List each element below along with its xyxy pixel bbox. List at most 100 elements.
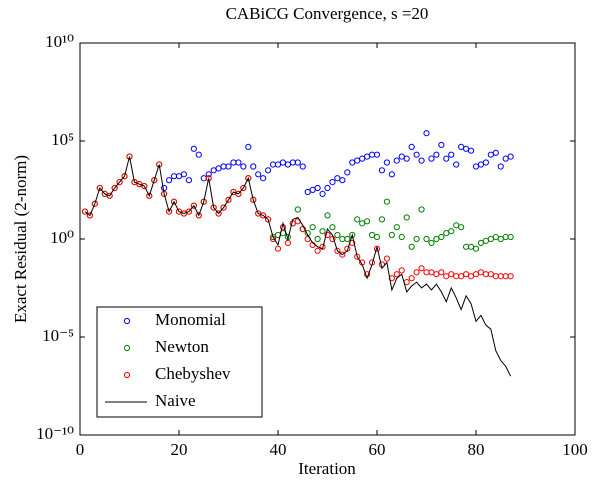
data-point bbox=[205, 171, 212, 178]
data-point bbox=[334, 175, 341, 182]
data-point bbox=[477, 161, 485, 168]
data-point bbox=[458, 273, 465, 280]
legend-label: Newton bbox=[155, 337, 209, 356]
data-point bbox=[250, 196, 257, 203]
data-point bbox=[438, 141, 445, 149]
data-point bbox=[111, 184, 118, 192]
data-point bbox=[443, 229, 450, 237]
data-point bbox=[279, 159, 287, 166]
x-tick-label: 0 bbox=[76, 440, 85, 459]
data-point bbox=[294, 206, 301, 213]
data-point bbox=[443, 155, 450, 162]
data-point bbox=[284, 161, 291, 168]
data-point bbox=[492, 273, 499, 280]
data-point bbox=[170, 198, 178, 205]
data-point bbox=[458, 224, 465, 231]
data-point bbox=[497, 235, 504, 243]
data-point bbox=[175, 173, 183, 180]
data-point bbox=[230, 159, 237, 166]
data-point bbox=[393, 224, 400, 231]
data-point bbox=[487, 271, 494, 278]
data-point bbox=[210, 167, 217, 174]
data-point bbox=[408, 243, 415, 250]
data-point bbox=[284, 239, 291, 247]
data-point bbox=[260, 212, 267, 219]
data-point bbox=[368, 151, 376, 158]
data-point bbox=[339, 235, 346, 243]
data-point bbox=[255, 171, 262, 178]
x-tick-label: 20 bbox=[171, 440, 188, 459]
data-point bbox=[502, 155, 509, 162]
data-point bbox=[334, 247, 341, 254]
data-point bbox=[200, 198, 207, 205]
data-point bbox=[166, 177, 173, 184]
data-point bbox=[235, 159, 242, 166]
data-point bbox=[453, 222, 460, 229]
data-point bbox=[438, 233, 445, 241]
data-point bbox=[314, 235, 321, 243]
data-point bbox=[180, 171, 188, 178]
data-point bbox=[274, 161, 282, 168]
data-point bbox=[467, 243, 475, 250]
data-point bbox=[403, 155, 410, 162]
data-point bbox=[497, 273, 504, 280]
x-tick-label: 100 bbox=[562, 440, 588, 459]
data-point bbox=[235, 190, 242, 197]
x-tick-label: 60 bbox=[369, 440, 386, 459]
x-tick-label: 80 bbox=[468, 440, 485, 459]
data-point bbox=[398, 267, 405, 274]
y-tick-label: 10¹⁰ bbox=[45, 32, 74, 51]
data-point bbox=[448, 151, 455, 158]
data-point bbox=[319, 243, 326, 250]
data-point bbox=[151, 177, 158, 184]
data-point bbox=[299, 163, 306, 170]
data-point bbox=[185, 177, 192, 184]
data-point bbox=[86, 212, 94, 219]
series-line bbox=[84, 156, 512, 377]
data-point bbox=[448, 228, 455, 235]
data-point bbox=[170, 173, 178, 180]
data-point bbox=[502, 273, 509, 280]
data-point bbox=[453, 273, 460, 280]
data-point bbox=[378, 167, 386, 174]
data-point bbox=[215, 210, 222, 217]
data-point bbox=[472, 245, 480, 252]
data-point bbox=[403, 214, 410, 221]
data-point bbox=[364, 218, 371, 225]
data-point bbox=[245, 175, 252, 182]
data-point bbox=[265, 216, 272, 223]
data-point bbox=[413, 235, 420, 243]
data-point bbox=[463, 243, 470, 250]
data-point bbox=[324, 184, 331, 192]
x-axis-label: Iteration bbox=[298, 459, 356, 478]
data-point bbox=[487, 151, 494, 158]
data-point bbox=[121, 173, 128, 180]
data-point bbox=[304, 188, 311, 196]
data-point bbox=[359, 220, 366, 227]
data-point bbox=[225, 196, 232, 203]
legend-label: Monomial bbox=[155, 310, 226, 329]
data-point bbox=[378, 216, 386, 223]
y-tick-label: 10⁰ bbox=[50, 228, 74, 247]
data-point bbox=[373, 151, 381, 158]
data-point bbox=[373, 245, 381, 252]
data-point bbox=[463, 145, 470, 152]
legend: Monomial Newton Chebyshev Naive bbox=[96, 306, 263, 418]
data-point bbox=[467, 147, 475, 154]
data-point bbox=[314, 184, 321, 192]
chart-title: CABiCG Convergence, s =20 bbox=[226, 4, 429, 23]
data-point bbox=[324, 231, 331, 239]
data-point bbox=[393, 157, 400, 164]
data-point bbox=[408, 143, 415, 151]
data-point bbox=[408, 275, 415, 282]
legend-label: Chebyshev bbox=[155, 364, 231, 383]
data-point bbox=[319, 228, 326, 235]
data-point bbox=[309, 186, 316, 193]
data-point bbox=[453, 161, 460, 168]
data-point bbox=[166, 208, 173, 215]
data-point bbox=[458, 143, 465, 151]
data-point bbox=[269, 161, 277, 168]
data-point bbox=[354, 216, 361, 223]
data-point bbox=[215, 165, 222, 172]
